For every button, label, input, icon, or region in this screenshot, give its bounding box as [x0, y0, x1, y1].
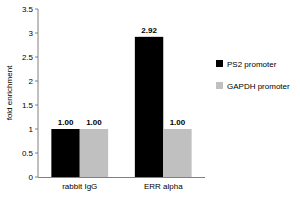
y-tick-label: 2.5 [22, 53, 34, 62]
data-label: 2.92 [141, 26, 157, 35]
bar [51, 129, 79, 177]
page: {"chart_data": {"type": "bar", "y_label"… [0, 0, 300, 200]
y-tick [35, 33, 38, 34]
y-tick [35, 105, 38, 106]
y-tick-label: 0 [29, 173, 34, 182]
y-tick [35, 129, 38, 130]
x-tick-label: ERR alpha [144, 182, 183, 191]
y-tick-label: 1 [29, 125, 34, 134]
chart: 1.00 2.92 1.00 1.00 0 0.5 1 1.5 2 2.5 3 3.5 rabbit I… [0, 0, 300, 200]
y-tick-label: 3 [29, 29, 34, 38]
bar [163, 129, 191, 177]
y-tick-label: 0.5 [22, 149, 34, 158]
bars [51, 37, 191, 177]
legend-label: GAPDH promoter [227, 82, 290, 91]
y-axis [38, 9, 39, 177]
y-tick [35, 153, 38, 154]
y-axis-label: fold enrichment [5, 65, 14, 120]
legend-label: PS2 promoter [227, 60, 277, 69]
data-label: 1.00 [170, 118, 186, 127]
legend: PS2 promoter GAPDH promoter [216, 60, 290, 91]
bar [80, 129, 108, 177]
y-tick-label: 3.5 [22, 5, 34, 14]
y-tick-label: 2 [29, 77, 34, 86]
x-tick-label: rabbit IgG [62, 182, 97, 191]
legend-swatch [216, 60, 223, 67]
x-axis [38, 177, 205, 178]
data-label: 1.00 [58, 118, 74, 127]
legend-swatch [216, 82, 223, 89]
bar [135, 37, 163, 177]
y-tick-label: 1.5 [22, 101, 34, 110]
y-tick [35, 57, 38, 58]
data-label: 1.00 [86, 118, 102, 127]
y-tick [35, 81, 38, 82]
y-tick [35, 9, 38, 10]
y-tick [35, 177, 38, 178]
